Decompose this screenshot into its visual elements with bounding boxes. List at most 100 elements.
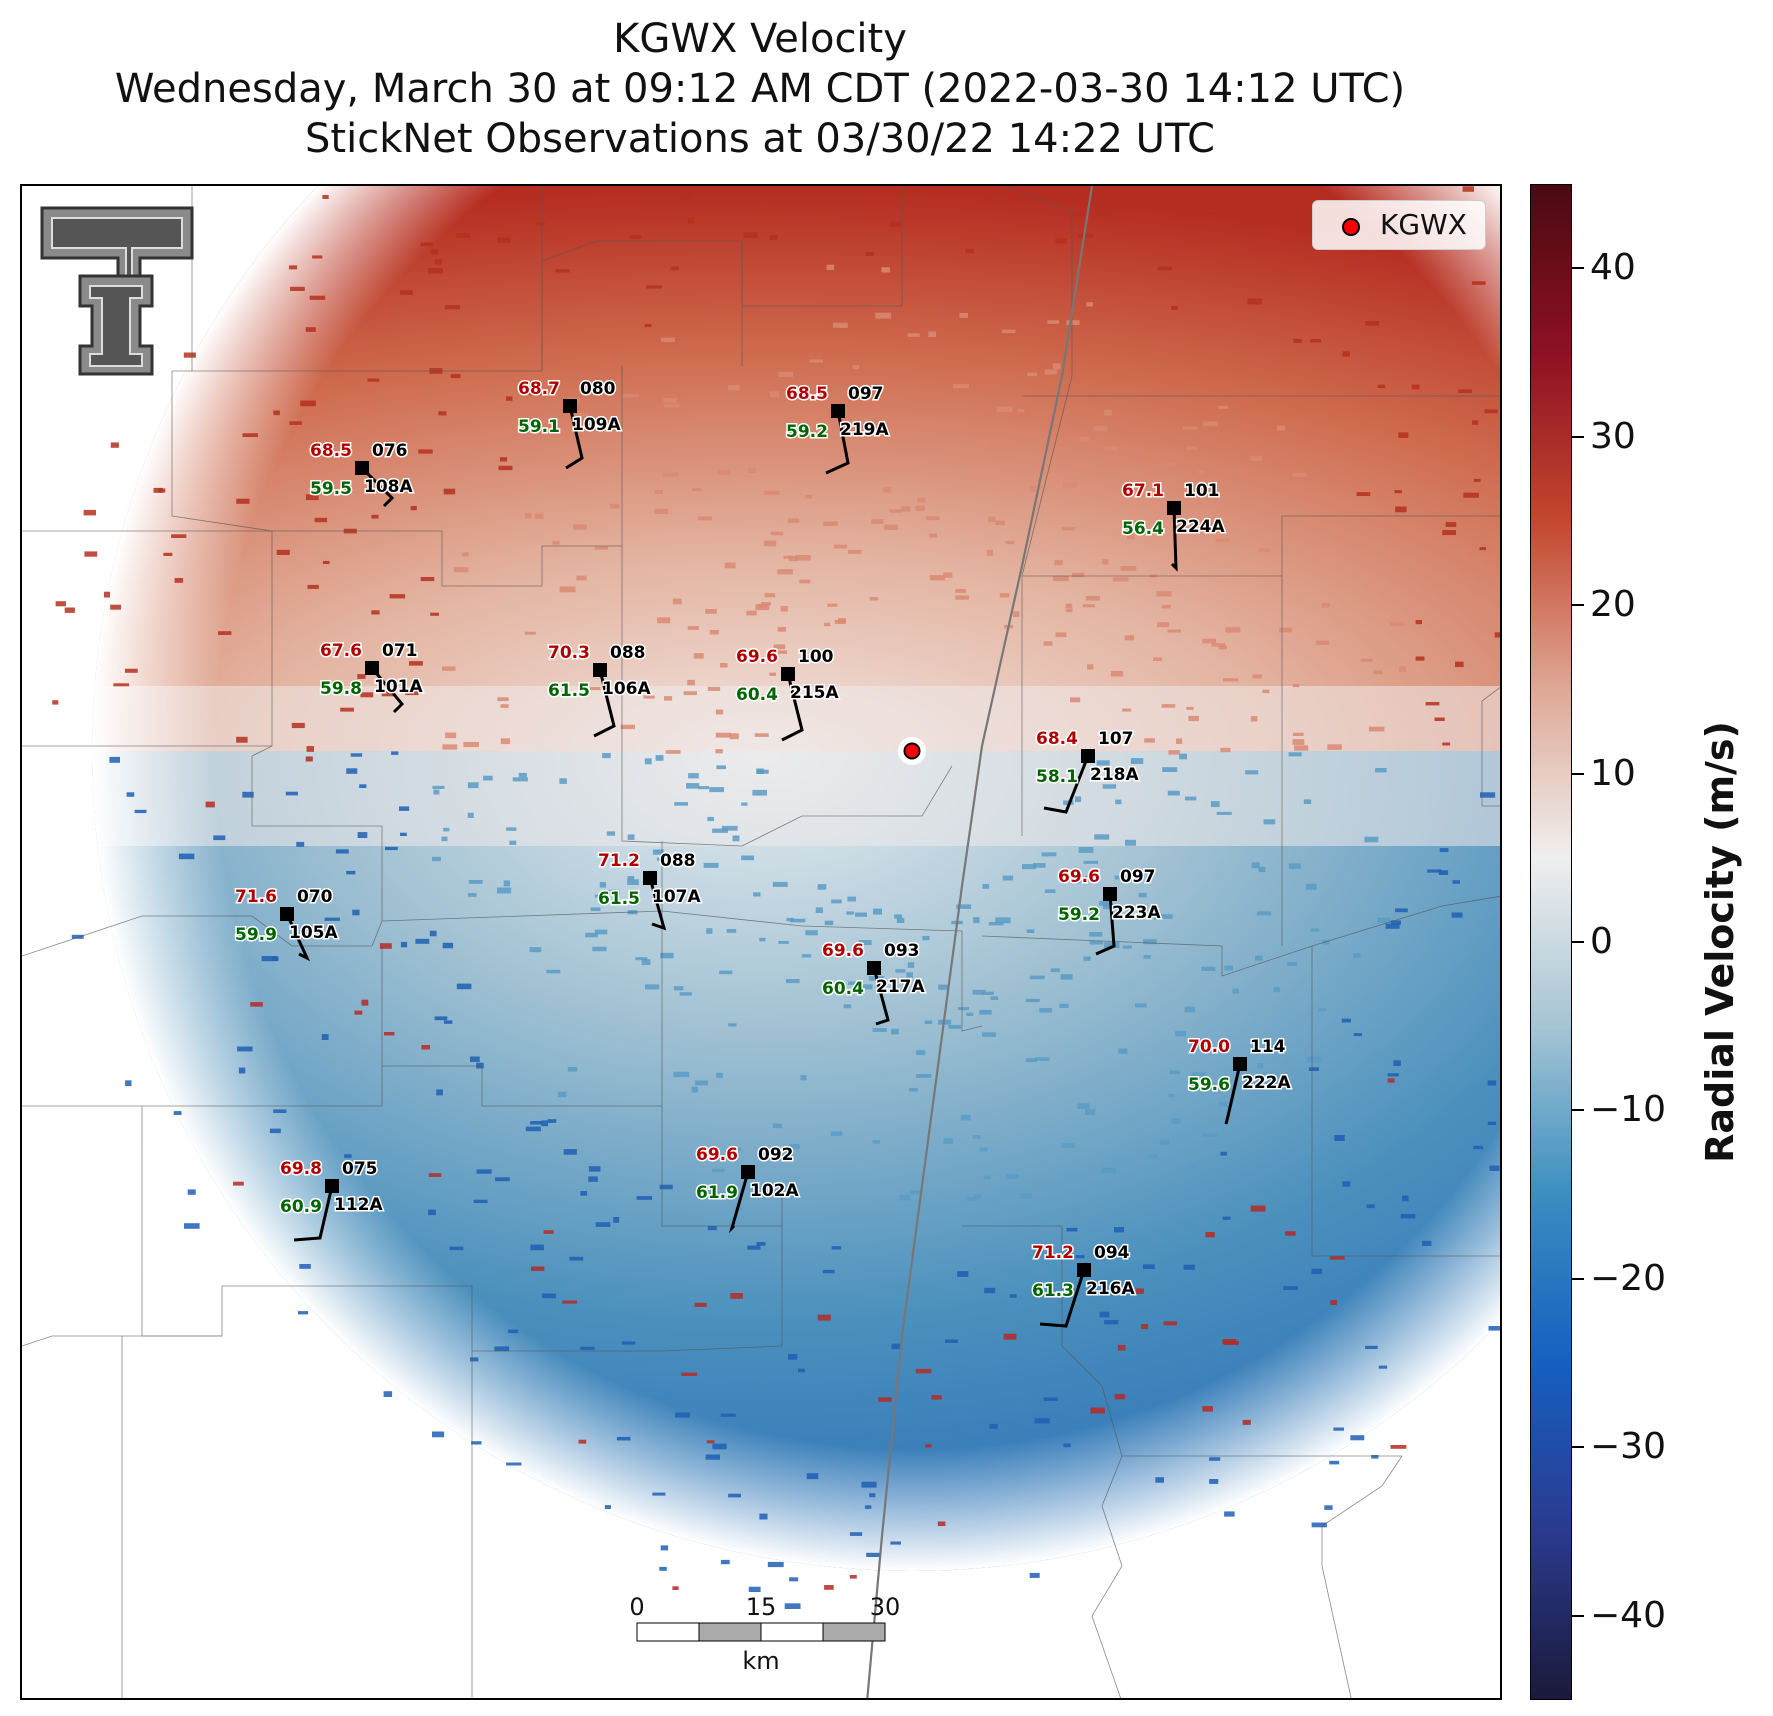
velocity-gate	[717, 469, 731, 475]
velocity-gate	[1114, 1227, 1125, 1233]
velocity-gate	[1209, 1479, 1219, 1484]
station-plot-216A[interactable]: 71.2 094 61.3 216A	[1031, 1242, 1137, 1328]
velocity-gate	[831, 899, 842, 904]
wind-barb	[728, 1171, 750, 1234]
velocity-gate	[726, 929, 737, 933]
velocity-gate	[205, 801, 215, 808]
velocity-gate	[1143, 939, 1157, 945]
radar-map[interactable]: 68.7 080 59.1 109A 68.5 097 59.2 219A 68.5 076 59.…	[20, 184, 1502, 1700]
velocity-gate	[449, 1246, 464, 1251]
velocity-gate	[594, 929, 608, 935]
velocity-gate	[1124, 635, 1135, 641]
velocity-gate	[438, 411, 447, 416]
velocity-gate	[1055, 238, 1067, 244]
station-plot-102A[interactable]: 69.6 092 61.9 102A	[695, 1144, 801, 1234]
velocity-gate	[645, 984, 660, 990]
velocity-gate	[1025, 998, 1040, 1003]
velocity-gate	[604, 1505, 611, 1509]
velocity-gate	[1218, 405, 1229, 409]
velocity-gate	[672, 1586, 679, 1590]
station-pressure: 088	[610, 643, 646, 663]
velocity-gate	[831, 1246, 842, 1250]
velocity-gate	[1184, 796, 1197, 801]
velocity-gate	[1115, 799, 1122, 805]
station-plot-101A[interactable]: 67.6 071 59.8 101A	[319, 640, 425, 714]
station-temperature: 69.6	[736, 647, 778, 667]
velocity-gate	[1104, 942, 1120, 949]
station-plot-223A[interactable]: 69.6 097 59.2 223A	[1057, 866, 1163, 956]
station-plot-108A[interactable]: 68.5 076 59.5 108A	[309, 440, 415, 508]
station-plot-107A[interactable]: 71.2 088 61.5 107A	[597, 850, 703, 931]
velocity-gate	[1480, 792, 1496, 798]
velocity-gate	[698, 516, 713, 521]
velocity-gate	[1083, 860, 1098, 864]
velocity-gate	[715, 732, 731, 738]
velocity-gate	[1365, 321, 1380, 326]
velocity-gate	[720, 1559, 730, 1565]
velocity-gate	[300, 400, 316, 407]
velocity-gate	[1043, 641, 1053, 646]
station-plot-218A[interactable]: 68.4 107 58.1 218A	[1035, 728, 1141, 814]
velocity-gate	[627, 834, 635, 840]
velocity-gate	[608, 889, 620, 896]
velocity-gate	[427, 267, 443, 274]
velocity-gate	[335, 849, 349, 854]
velocity-gate	[384, 1032, 395, 1036]
velocity-gate	[1054, 559, 1063, 566]
velocity-gate	[432, 1431, 445, 1438]
station-plot-217A[interactable]: 69.6 093 60.4 217A	[821, 940, 927, 1026]
velocity-gate	[753, 892, 761, 897]
velocity-gate	[429, 930, 437, 937]
velocity-gate	[659, 1184, 673, 1190]
station-plot-215A[interactable]: 69.6 100 60.4 215A	[735, 646, 841, 742]
velocity-gate	[1350, 1435, 1365, 1441]
velocity-gate	[910, 1190, 922, 1195]
velocity-gate	[801, 954, 812, 958]
velocity-gate	[1223, 1340, 1239, 1345]
velocity-gate	[925, 516, 940, 521]
velocity-gate	[1059, 1223, 1074, 1228]
station-plot-112A[interactable]: 69.8 075 60.9 112A	[279, 1158, 385, 1242]
velocity-gate	[346, 768, 358, 774]
velocity-gate	[1102, 784, 1117, 789]
velocity-gate	[627, 879, 639, 885]
station-plot-109A[interactable]: 68.7 080 59.1 109A	[517, 378, 623, 470]
station-plot-105A[interactable]: 71.6 070 59.9 105A	[234, 886, 340, 962]
velocity-gate	[178, 853, 195, 860]
velocity-gate	[1041, 852, 1057, 857]
velocity-gate	[660, 952, 674, 959]
velocity-gate	[1219, 1101, 1227, 1107]
velocity-gate	[1279, 627, 1293, 633]
station-plot-106A[interactable]: 70.3 088 61.5 106A	[547, 642, 653, 738]
colorbar-tick	[1572, 941, 1584, 943]
station-pressure: 075	[342, 1159, 378, 1179]
velocity-gate	[1003, 1333, 1017, 1340]
station-plot-222A[interactable]: 70.0 114 59.6 222A	[1187, 1036, 1293, 1125]
velocity-gate	[955, 595, 969, 600]
station-plot-224A[interactable]: 67.1 101 56.4 224A	[1121, 480, 1227, 572]
velocity-gate	[1222, 1216, 1231, 1220]
velocity-gate	[1187, 1165, 1197, 1169]
velocity-gate	[357, 832, 368, 838]
velocity-gate	[1395, 908, 1408, 913]
velocity-gate	[916, 1074, 932, 1078]
velocity-gate	[576, 575, 587, 581]
velocity-gate	[1202, 638, 1216, 644]
velocity-gate	[468, 880, 483, 884]
velocity-gate	[433, 789, 440, 795]
station-marker	[1081, 749, 1095, 763]
velocity-gate	[1143, 955, 1151, 959]
wind-barb	[565, 405, 584, 470]
velocity-gate	[1188, 715, 1199, 722]
velocity-gate	[757, 769, 769, 774]
velocity-gate	[1318, 1008, 1326, 1012]
velocity-gate	[817, 1314, 831, 1321]
velocity-gate	[83, 509, 96, 516]
station-plot-219A[interactable]: 68.5 097 59.2 219A	[785, 383, 891, 475]
velocity-gate	[872, 1028, 887, 1032]
velocity-gate	[1463, 492, 1479, 498]
velocity-gate	[289, 265, 298, 270]
velocity-gate	[715, 749, 723, 754]
velocity-gate	[693, 653, 704, 659]
velocity-gate	[756, 1242, 766, 1246]
